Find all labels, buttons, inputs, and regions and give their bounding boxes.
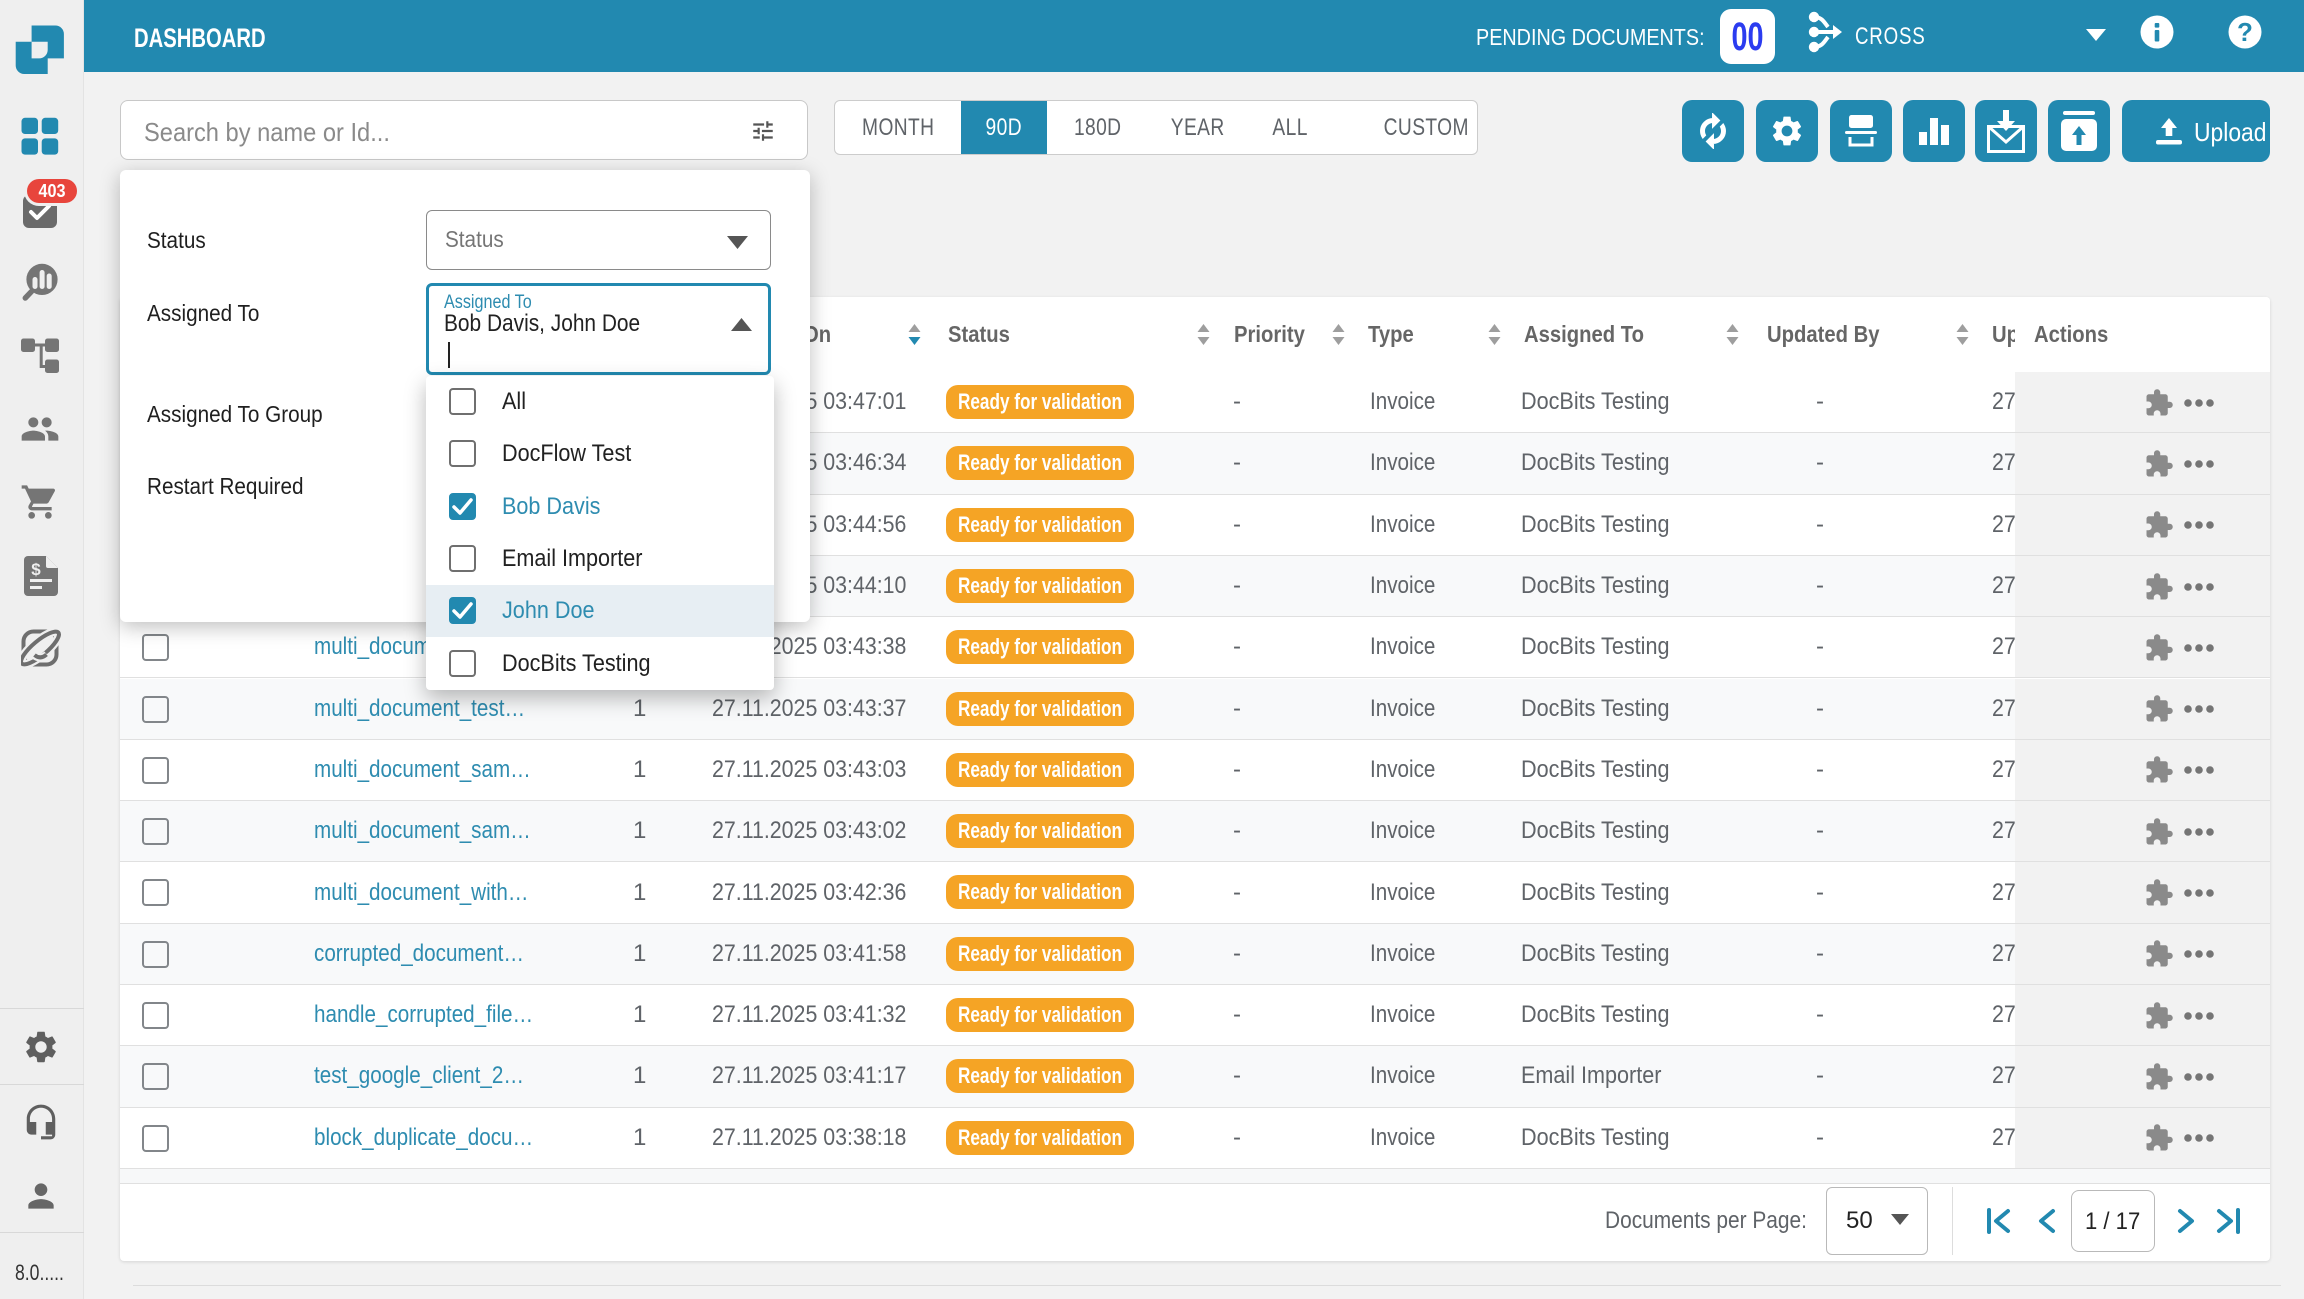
svg-text:$: $ [31,560,41,579]
svg-text:?: ? [2237,17,2253,47]
